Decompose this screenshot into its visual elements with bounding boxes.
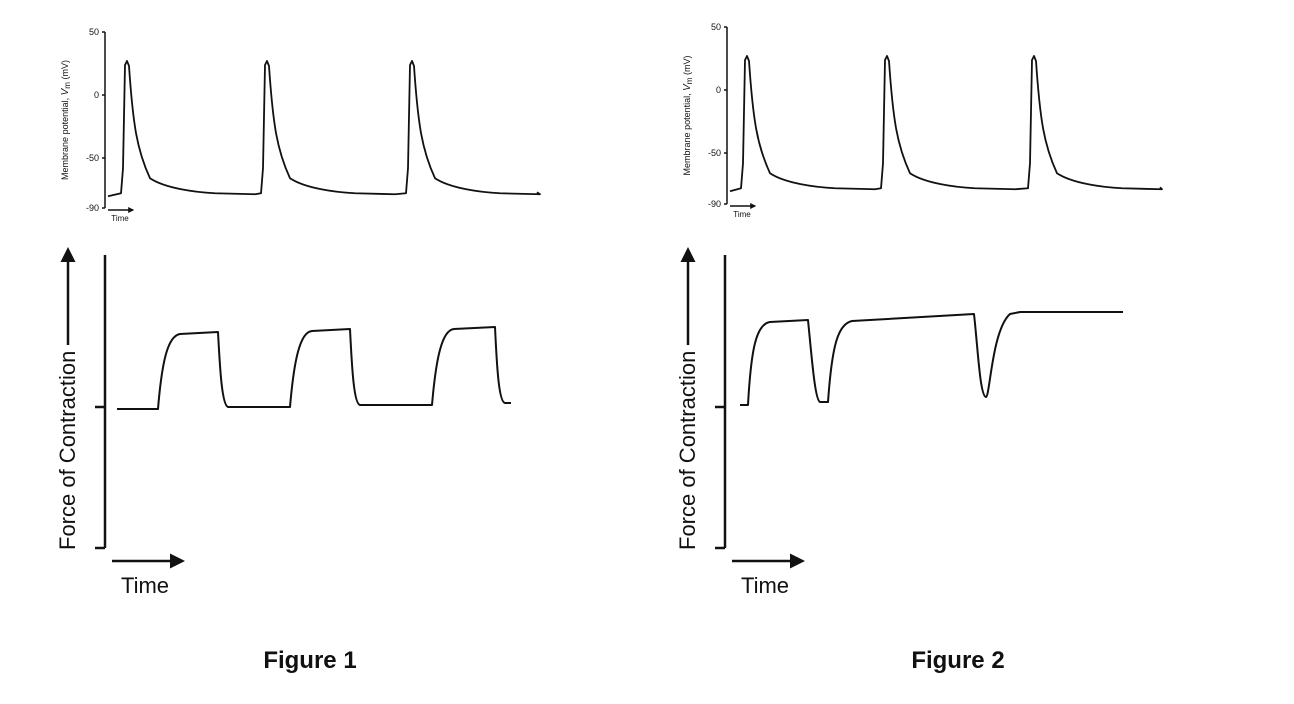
force-time-label: Time <box>121 573 169 598</box>
force-time-label: Time <box>741 573 789 598</box>
force-y-label: Force of Contraction <box>55 351 80 550</box>
figure-panel: 50 0 -50 -90 Membrane potential, Vm (mV) Time… <box>55 27 541 674</box>
label-text: Membrane potential, <box>60 98 70 180</box>
y-tick-label: 0 <box>94 90 99 100</box>
y-tick-label: 50 <box>89 27 99 37</box>
label-sub: m <box>685 77 694 84</box>
membrane-trace <box>107 60 541 198</box>
time-label: Time <box>111 214 129 223</box>
membrane-y-label: Membrane potential, Vm (mV) <box>60 60 72 180</box>
y-tick-label: -90 <box>86 203 99 213</box>
y-tick-label: -90 <box>708 199 721 209</box>
force-trace <box>740 311 1123 406</box>
force-y-label: Force of Contraction <box>675 351 700 550</box>
y-tick-label: -50 <box>86 153 99 163</box>
time-label: Time <box>733 210 751 219</box>
label-sub: m <box>63 82 72 89</box>
label-text: Membrane potential, <box>682 93 692 175</box>
label-var: V <box>682 83 693 91</box>
label-unit: (mV) <box>60 60 70 80</box>
y-tick-label: 0 <box>716 85 721 95</box>
label-unit: (mV) <box>682 56 692 76</box>
figure-panel: 50 0 -50 -90 Membrane potential, Vm (mV) Time… <box>675 22 1163 674</box>
force-trace <box>117 326 511 410</box>
figure-caption: Figure 2 <box>911 647 1004 674</box>
figure-caption: Figure 1 <box>263 647 356 674</box>
membrane-y-label: Membrane potential, Vm (mV) <box>682 56 694 176</box>
membrane-trace <box>729 55 1163 193</box>
y-tick-label: -50 <box>708 148 721 158</box>
y-tick-label: 50 <box>711 22 721 32</box>
label-var: V <box>60 87 71 95</box>
